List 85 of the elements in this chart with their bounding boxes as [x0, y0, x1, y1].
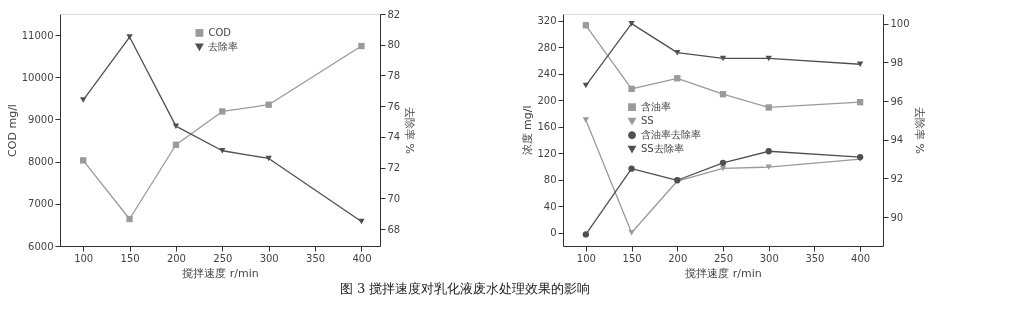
x-tick-label: 150: [622, 252, 642, 264]
legend-label: 去除率: [208, 40, 239, 52]
point: [80, 157, 87, 164]
point: [80, 97, 87, 103]
x-tick-label: 100: [576, 252, 596, 264]
point: [582, 22, 590, 29]
point: [172, 123, 180, 129]
y2-tick-label: 68: [387, 223, 401, 235]
point: [219, 148, 226, 154]
x-tick-label: 200: [668, 252, 688, 264]
x-tick-label: 400: [352, 252, 372, 264]
x-axis-title: 搅拌速度 r/min: [182, 266, 259, 280]
point: [765, 164, 772, 170]
x-tick-label: 200: [166, 252, 186, 264]
y-tick-label: 240: [537, 68, 557, 80]
x-tick-label: 400: [851, 252, 871, 264]
y2-tick-label: 90: [890, 211, 904, 223]
point: [582, 82, 590, 89]
point: [765, 104, 772, 111]
point: [674, 49, 681, 56]
y2-axis-title: 去除率 %: [912, 107, 926, 154]
point: [628, 230, 635, 236]
y-tick-label: 320: [537, 15, 557, 27]
x-tick-label: 150: [120, 252, 140, 264]
y2-tick-label: 82: [387, 8, 401, 20]
y-tick-label: 7000: [28, 198, 54, 210]
point: [582, 117, 590, 123]
y-tick-label: 200: [537, 94, 557, 106]
y-tick-label: 11000: [21, 29, 54, 41]
point: [765, 148, 772, 155]
point: [719, 159, 727, 167]
y-tick-label: 160: [537, 121, 557, 133]
x-axis-title: 搅拌速度 r/min: [685, 266, 762, 280]
x-tick-label: 350: [306, 252, 326, 264]
point: [172, 141, 180, 148]
y-tick-label: 280: [537, 41, 557, 53]
x-tick-label: 350: [805, 252, 825, 264]
y2-tick-label: 76: [387, 100, 401, 112]
legend-label: COD: [208, 26, 232, 38]
legend-label: 含油率: [641, 101, 671, 113]
point: [358, 218, 365, 225]
point: [219, 108, 226, 115]
point: [674, 75, 681, 82]
y-tick-label: 10000: [21, 71, 54, 83]
y2-tick-label: 78: [387, 69, 401, 81]
point: [628, 85, 635, 93]
x-tick-label: 300: [259, 252, 279, 264]
legend-label: SS: [641, 115, 654, 127]
y-tick-label: 8000: [28, 156, 54, 168]
y2-tick-label: 92: [890, 172, 904, 184]
point: [856, 99, 864, 106]
y-tick-label: 6000: [28, 240, 54, 252]
x-tick-label: 250: [713, 252, 734, 264]
point: [719, 165, 727, 172]
y-axis-title: COD mg/l: [5, 104, 19, 157]
x-tick-label: 100: [74, 252, 94, 264]
x-tick-label: 250: [213, 252, 233, 264]
y2-tick-label: 80: [387, 39, 401, 51]
point: [265, 101, 272, 108]
y2-tick-label: 96: [890, 95, 904, 107]
y2-tick-label: 72: [387, 162, 401, 174]
y-tick-label: 120: [537, 147, 557, 159]
y-tick-label: 9000: [28, 113, 54, 125]
y-tick-label: 80: [543, 174, 557, 186]
legend-label: SS去除率: [641, 143, 684, 155]
y-tick-label: 40: [543, 200, 557, 212]
point: [126, 34, 133, 40]
y2-axis-title: 去除率 %: [403, 107, 417, 154]
point: [126, 215, 133, 223]
y-tick-label: 0: [550, 227, 557, 239]
point: [358, 42, 365, 50]
y2-tick-label: 94: [890, 134, 904, 146]
y2-tick-label: 98: [890, 56, 904, 68]
caption: 图 3 搅拌速度对乳化液废水处理效果的影响: [339, 280, 591, 296]
legend-label: 含油率去除率: [641, 129, 701, 141]
point: [719, 55, 727, 62]
y-axis-title: 浓度 mg/l: [521, 105, 535, 156]
point: [719, 91, 727, 98]
y2-tick-label: 70: [387, 192, 401, 204]
point: [628, 20, 635, 27]
point: [628, 165, 635, 172]
point: [582, 231, 590, 238]
y2-tick-label: 74: [387, 131, 401, 143]
y2-tick-label: 100: [890, 18, 910, 30]
x-tick-label: 300: [759, 252, 779, 264]
